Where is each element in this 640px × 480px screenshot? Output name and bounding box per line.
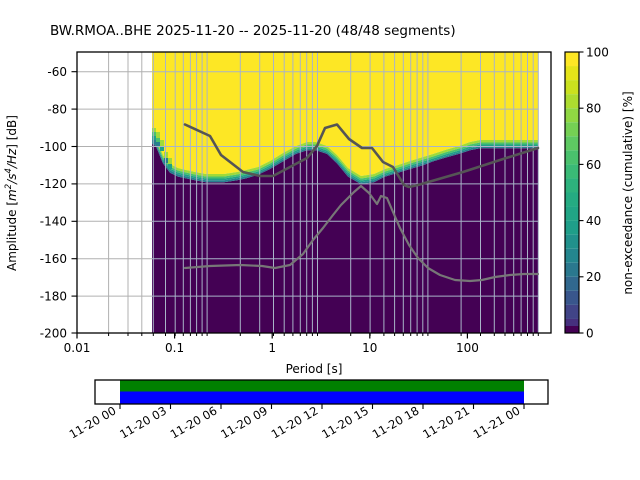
colorbar-tick-labels: 100 80 60 40 20 0 xyxy=(586,46,609,341)
x-tick-label: 100 xyxy=(456,341,479,355)
x-tick-labels: 0.01 0.1 1 10 100 xyxy=(64,341,479,355)
y-tick-label: -160 xyxy=(40,252,67,266)
y-tick-label: -80 xyxy=(47,102,67,116)
x-tick-label: 10 xyxy=(362,341,377,355)
colorbar-tick-label: 0 xyxy=(586,326,594,340)
ylabel-slash2: /Hz xyxy=(5,148,19,169)
y-tick-labels: -60 -80 -100 -120 -140 -160 -180 -200 xyxy=(40,65,67,340)
y-axis xyxy=(71,71,77,334)
plot-gridlines-white-region xyxy=(77,52,152,333)
psd-low-region xyxy=(152,143,538,333)
x-axis-minor-ticks xyxy=(108,333,539,336)
x-tick-label: 0.1 xyxy=(165,341,184,355)
y-tick-label: -100 xyxy=(40,140,67,154)
y-tick-label: -120 xyxy=(40,177,67,191)
y-tick-label: -200 xyxy=(40,326,67,340)
ylabel-m: m xyxy=(5,189,19,201)
y-tick-label: -60 xyxy=(47,65,67,79)
ylabel-post: ] [dB] xyxy=(5,115,19,149)
noise-model-high-curve xyxy=(183,123,540,189)
colorbar: 100 80 60 40 20 0 non-exceedance (cumula… xyxy=(564,46,635,341)
x-tick-label: 1 xyxy=(268,341,276,355)
colorbar-tick-label: 80 xyxy=(586,102,601,116)
colorbar-label: non-exceedance (cumulative) [%] xyxy=(621,91,635,294)
colorbar-ticks xyxy=(579,51,584,334)
svg-text:Amplitude [m2/s4/Hz] [dB]: Amplitude [m2/s4/Hz] [dB] xyxy=(4,115,19,271)
x-tick-label: 0.01 xyxy=(64,341,91,355)
timeline-blue-bar xyxy=(120,391,524,404)
y-tick-label: -140 xyxy=(40,215,67,229)
y-axis-label: Amplitude [m2/s4/Hz] [dB] xyxy=(4,115,19,271)
timeline-green-bar xyxy=(120,380,524,392)
colorbar-tick-label: 60 xyxy=(586,158,601,172)
ylabel-sup4: 4 xyxy=(4,168,14,173)
y-tick-label: -180 xyxy=(40,289,67,303)
colorbar-tick-label: 20 xyxy=(586,270,601,284)
x-axis-label: Period [s] xyxy=(286,362,343,376)
page-title: BW.RMOA..BHE 2025-11-20 -- 2025-11-20 (4… xyxy=(50,23,456,39)
psd-high-region xyxy=(152,52,538,176)
plot-frame xyxy=(76,51,552,334)
noise-model-low-curve xyxy=(183,184,540,283)
ylabel-slash1: /s xyxy=(5,174,19,185)
ylabel-pre: Amplitude [ xyxy=(5,201,19,271)
colorbar-frame xyxy=(564,51,580,334)
psd-heatmap xyxy=(77,52,540,333)
timeline-ticks xyxy=(119,404,525,409)
colorbar-gradient xyxy=(565,52,579,333)
ylabel-sup2: 2 xyxy=(4,184,14,189)
colorbar-tick-label: 100 xyxy=(586,46,609,60)
plot-gridlines-over-data xyxy=(152,52,539,333)
colorbar-tick-label: 40 xyxy=(586,214,601,228)
x-axis-major-ticks xyxy=(76,333,468,339)
